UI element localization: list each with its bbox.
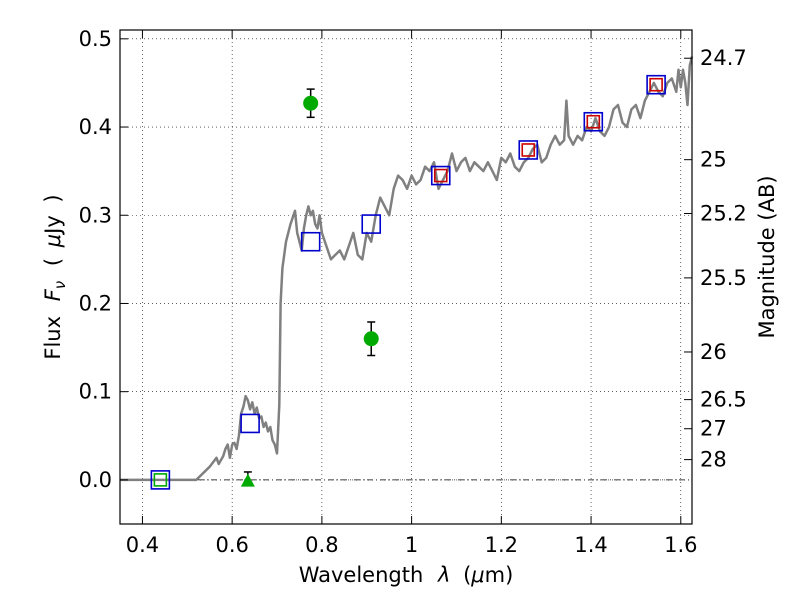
square-marker (430, 165, 451, 186)
square-marker (583, 111, 604, 132)
square-marker (240, 413, 260, 434)
y2-tick-label: 26 (700, 340, 727, 364)
markers-layer (150, 74, 666, 490)
y-axis-label-unit: Jy (41, 215, 65, 236)
ticks-layer: 0.4 0.6 0.8 1 1.2 1.4 1.6 0.0 0.1 0.2 0.3 0.4 0.5 24.… (79, 27, 747, 557)
square-marker (649, 77, 663, 92)
y2-tick-label: 27 (700, 417, 727, 441)
x-axis-label-unit: m) (485, 563, 514, 587)
x-axis-label-symbol: λ (437, 563, 450, 587)
x-tick-label: 0.6 (215, 533, 248, 557)
x-axis-label: Wavelength λ (μm) (299, 563, 514, 587)
square-marker (300, 231, 321, 252)
circle-marker (363, 331, 379, 347)
y-axis-label-text: Flux (41, 316, 65, 360)
square-marker (518, 140, 539, 160)
x-tick-label: 1 (405, 533, 418, 557)
y-axis-label: Flux Fν ( μJy ) (41, 194, 70, 359)
square-marker (150, 470, 171, 490)
y2-axis-label: Magnitude (AB) (755, 175, 779, 338)
x-tick-label: 1.2 (485, 533, 518, 557)
y2-tick-label: 25.5 (700, 266, 747, 290)
circle-marker (303, 95, 319, 111)
y-axis-label-sub: ν (51, 281, 69, 289)
square-marker (153, 473, 168, 487)
y-axis-label-mu: μ (41, 234, 65, 248)
y2-tick-label: 24.7 (700, 46, 747, 70)
y-tick-label: 0.5 (79, 27, 112, 51)
y2-tick-label: 25 (700, 148, 727, 172)
spectrum-line (120, 56, 694, 482)
x-axis-label-text: Wavelength (299, 563, 424, 587)
y2-tick-label: 26.5 (700, 388, 747, 412)
plot-frame (119, 29, 693, 525)
y-axis-label-open: ( (41, 258, 65, 266)
y-tick-label: 0.4 (79, 115, 112, 139)
y-tick-label: 0.3 (79, 203, 112, 227)
y-tick-label: 0.1 (79, 380, 112, 404)
x-tick-label: 0.4 (126, 533, 159, 557)
x-tick-label: 1.6 (664, 533, 697, 557)
y-tick-label: 0.2 (79, 291, 112, 315)
square-marker (646, 74, 666, 95)
triangle-marker (240, 473, 255, 487)
x-tick-label: 0.8 (305, 533, 338, 557)
x-axis-label-open: ( (463, 563, 471, 587)
y2-tick-label: 25.2 (700, 201, 747, 225)
square-marker (586, 114, 601, 129)
square-marker (361, 214, 382, 234)
square-marker (433, 168, 448, 183)
x-axis-label-mu: μ (470, 563, 484, 587)
y-axis-label-close: ) (41, 194, 65, 202)
y-tick-label: 0.0 (79, 468, 112, 492)
square-marker (521, 143, 536, 157)
x-tick-label: 1.4 (574, 533, 607, 557)
y2-tick-label: 28 (700, 448, 727, 472)
y-axis-label-symbol: F (41, 288, 65, 301)
spectrum-layer (120, 56, 694, 482)
